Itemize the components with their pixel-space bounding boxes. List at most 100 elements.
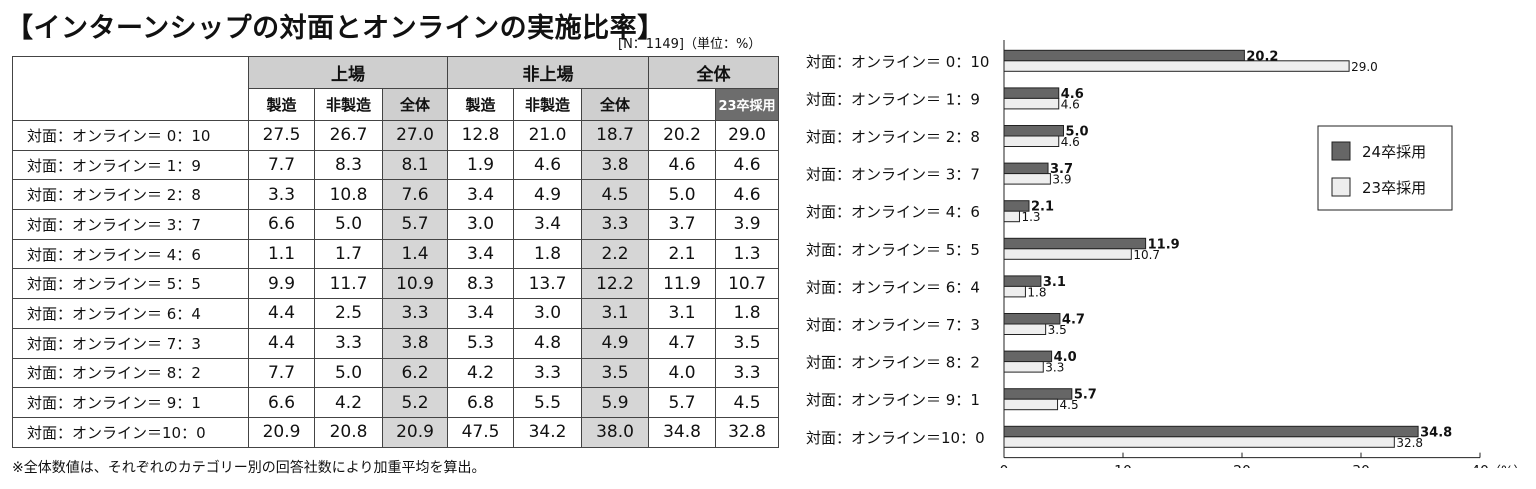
table-cell: 26.7 bbox=[314, 120, 383, 151]
sample-size-unit-note: [N：1149]（単位：%） bbox=[618, 37, 762, 52]
x-tick-label: 30 bbox=[1352, 464, 1370, 468]
bar-24 bbox=[1003, 237, 1147, 250]
category-label: 対面：オンライン＝ 1：9 bbox=[806, 90, 980, 108]
data-label: 5.7 bbox=[1074, 388, 1097, 403]
table-cell: 3.0 bbox=[513, 298, 582, 329]
table-cell: 5.3 bbox=[447, 327, 514, 359]
table-row: 対面：オンライン＝ 0：10 27.5 26.7 27.0 12.8 21.0 18.7 20… bbox=[12, 120, 779, 151]
category-label: 対面：オンライン＝ 2：8 bbox=[806, 128, 980, 146]
table-cell: 1.7 bbox=[314, 238, 383, 270]
table-cell: 3.5 bbox=[581, 357, 649, 389]
table-cell: 3.3 bbox=[382, 298, 448, 329]
category-label: 対面：オンライン＝ 8：2 bbox=[806, 354, 980, 372]
subheader-23-grad: 23卒採用 bbox=[715, 88, 779, 121]
x-tick-label: 10 bbox=[1114, 464, 1132, 468]
table-cell: 1.4 bbox=[382, 238, 448, 270]
table-cell: 4.4 bbox=[248, 298, 315, 329]
table-cell: 1.9 bbox=[447, 149, 514, 181]
legend-label: 24卒採用 bbox=[1362, 143, 1426, 161]
table-row: 対面：オンライン＝ 9：1 6.6 4.2 5.2 6.8 5.5 5.9 5.7 4.5 bbox=[12, 387, 779, 418]
table-cell: 5.2 bbox=[382, 387, 448, 418]
row-label: 対面：オンライン＝10：0 bbox=[12, 416, 249, 448]
data-label: 11.9 bbox=[1148, 237, 1180, 252]
data-label: 3.9 bbox=[1052, 173, 1071, 187]
subheader-total: 全体 bbox=[581, 88, 649, 121]
table-row: 対面：オンライン＝ 2：8 3.3 10.8 7.6 3.4 4.9 4.5 5.0 4.6 bbox=[12, 179, 779, 211]
row-label: 対面：オンライン＝ 4：6 bbox=[12, 238, 249, 270]
category-label: 対面：オンライン＝ 9：1 bbox=[806, 391, 980, 409]
table-cell: 3.3 bbox=[248, 179, 315, 211]
table-cell: 7.7 bbox=[248, 357, 315, 389]
category-label: 対面：オンライン＝ 6：4 bbox=[806, 278, 980, 296]
table-cell: 4.9 bbox=[581, 327, 649, 359]
category-label: 対面：オンライン＝ 4：6 bbox=[806, 203, 980, 221]
table-cell: 4.0 bbox=[648, 357, 716, 389]
bar-23 bbox=[1003, 248, 1132, 260]
row-label: 対面：オンライン＝ 0：10 bbox=[12, 120, 249, 151]
x-unit-label: （%） bbox=[1488, 465, 1526, 468]
table-cell: 6.8 bbox=[447, 387, 514, 418]
bar-24 bbox=[1003, 162, 1049, 175]
table-cell: 11.9 bbox=[648, 268, 716, 300]
chart-title: 【インターンシップの対面とオンラインの実施比率】 bbox=[6, 13, 665, 44]
bar-23 bbox=[1003, 436, 1395, 448]
bar-23 bbox=[1003, 323, 1047, 335]
table-cell: 3.1 bbox=[648, 298, 716, 329]
table-cell: 3.1 bbox=[581, 298, 649, 329]
table-cell: 5.5 bbox=[513, 387, 582, 418]
table-cell: 3.3 bbox=[314, 327, 383, 359]
table-cell: 3.4 bbox=[447, 179, 514, 211]
data-label: 4.5 bbox=[1060, 398, 1079, 412]
table-cell: 6.6 bbox=[248, 387, 315, 418]
x-tick-label: 0 bbox=[1000, 464, 1009, 468]
table-cell: 13.7 bbox=[513, 268, 582, 300]
data-label: 1.8 bbox=[1027, 285, 1046, 299]
legend-box bbox=[1317, 125, 1453, 211]
subheader-total: 全体 bbox=[382, 88, 448, 121]
table-cell: 27.0 bbox=[382, 120, 448, 151]
table-cell: 12.8 bbox=[447, 120, 514, 151]
table-cell: 4.9 bbox=[513, 179, 582, 211]
row-label: 対面：オンライン＝ 9：1 bbox=[12, 387, 249, 418]
table-cell: 3.4 bbox=[447, 298, 514, 329]
bar-24 bbox=[1003, 125, 1064, 137]
table-cell: 1.1 bbox=[248, 238, 315, 270]
table-cell: 18.7 bbox=[581, 120, 649, 151]
table-cell: 3.9 bbox=[715, 209, 779, 240]
table-body: 対面：オンライン＝ 0：10 27.5 26.7 27.0 12.8 21.0 18.7 20… bbox=[12, 120, 779, 448]
x-tick-label: 20 bbox=[1233, 464, 1251, 468]
table-cell: 3.8 bbox=[382, 327, 448, 359]
table-cell: 20.2 bbox=[648, 120, 716, 151]
category-label: 対面：オンライン＝ 5：5 bbox=[806, 241, 980, 259]
table-cell: 3.0 bbox=[447, 209, 514, 240]
table-cell: 29.0 bbox=[715, 120, 779, 151]
data-label: 4.7 bbox=[1062, 313, 1085, 328]
table-cell: 7.6 bbox=[382, 179, 448, 211]
table-row: 対面：オンライン＝ 3：7 6.6 5.0 5.7 3.0 3.4 3.3 3.7 3.9 bbox=[12, 209, 779, 240]
row-label: 対面：オンライン＝ 3：7 bbox=[12, 209, 249, 240]
table-row: 対面：オンライン＝ 8：2 7.7 5.0 6.2 4.2 3.3 3.5 4.0 3.3 bbox=[12, 357, 779, 389]
data-label: 3.3 bbox=[1045, 361, 1064, 375]
table-cell: 2.5 bbox=[314, 298, 383, 329]
bar-23 bbox=[1003, 60, 1350, 72]
table-cell: 4.2 bbox=[447, 357, 514, 389]
table-cell: 3.4 bbox=[447, 238, 514, 270]
subheader-non-manufacturing: 非製造 bbox=[513, 88, 582, 121]
data-label: 29.0 bbox=[1351, 60, 1378, 74]
table-row: 対面：オンライン＝10：0 20.9 20.8 20.9 47.5 34.2 38.0 34.… bbox=[12, 416, 779, 448]
row-label: 対面：オンライン＝ 8：2 bbox=[12, 357, 249, 389]
table-cell: 2.1 bbox=[648, 238, 716, 270]
table-cell: 4.7 bbox=[648, 327, 716, 359]
table-cell: 4.4 bbox=[248, 327, 315, 359]
table-cell: 34.8 bbox=[648, 416, 716, 448]
table-row: 対面：オンライン＝ 1：9 7.7 8.3 8.1 1.9 4.6 3.8 4.6 4.6 bbox=[12, 149, 779, 181]
bar-chart: 対面：オンライン＝ 0：10 20.229.0対面：オンライン＝ 1：9 4.64.… bbox=[806, 40, 1526, 468]
table-cell: 9.9 bbox=[248, 268, 315, 300]
table-cell: 4.5 bbox=[715, 387, 779, 418]
table-cell: 1.8 bbox=[513, 238, 582, 270]
row-label: 対面：オンライン＝ 6：4 bbox=[12, 298, 249, 329]
bar-23 bbox=[1003, 398, 1059, 411]
header-listed: 上場 bbox=[248, 56, 448, 89]
table-cell: 4.8 bbox=[513, 327, 582, 359]
category-label: 対面：オンライン＝10：0 bbox=[806, 429, 985, 447]
